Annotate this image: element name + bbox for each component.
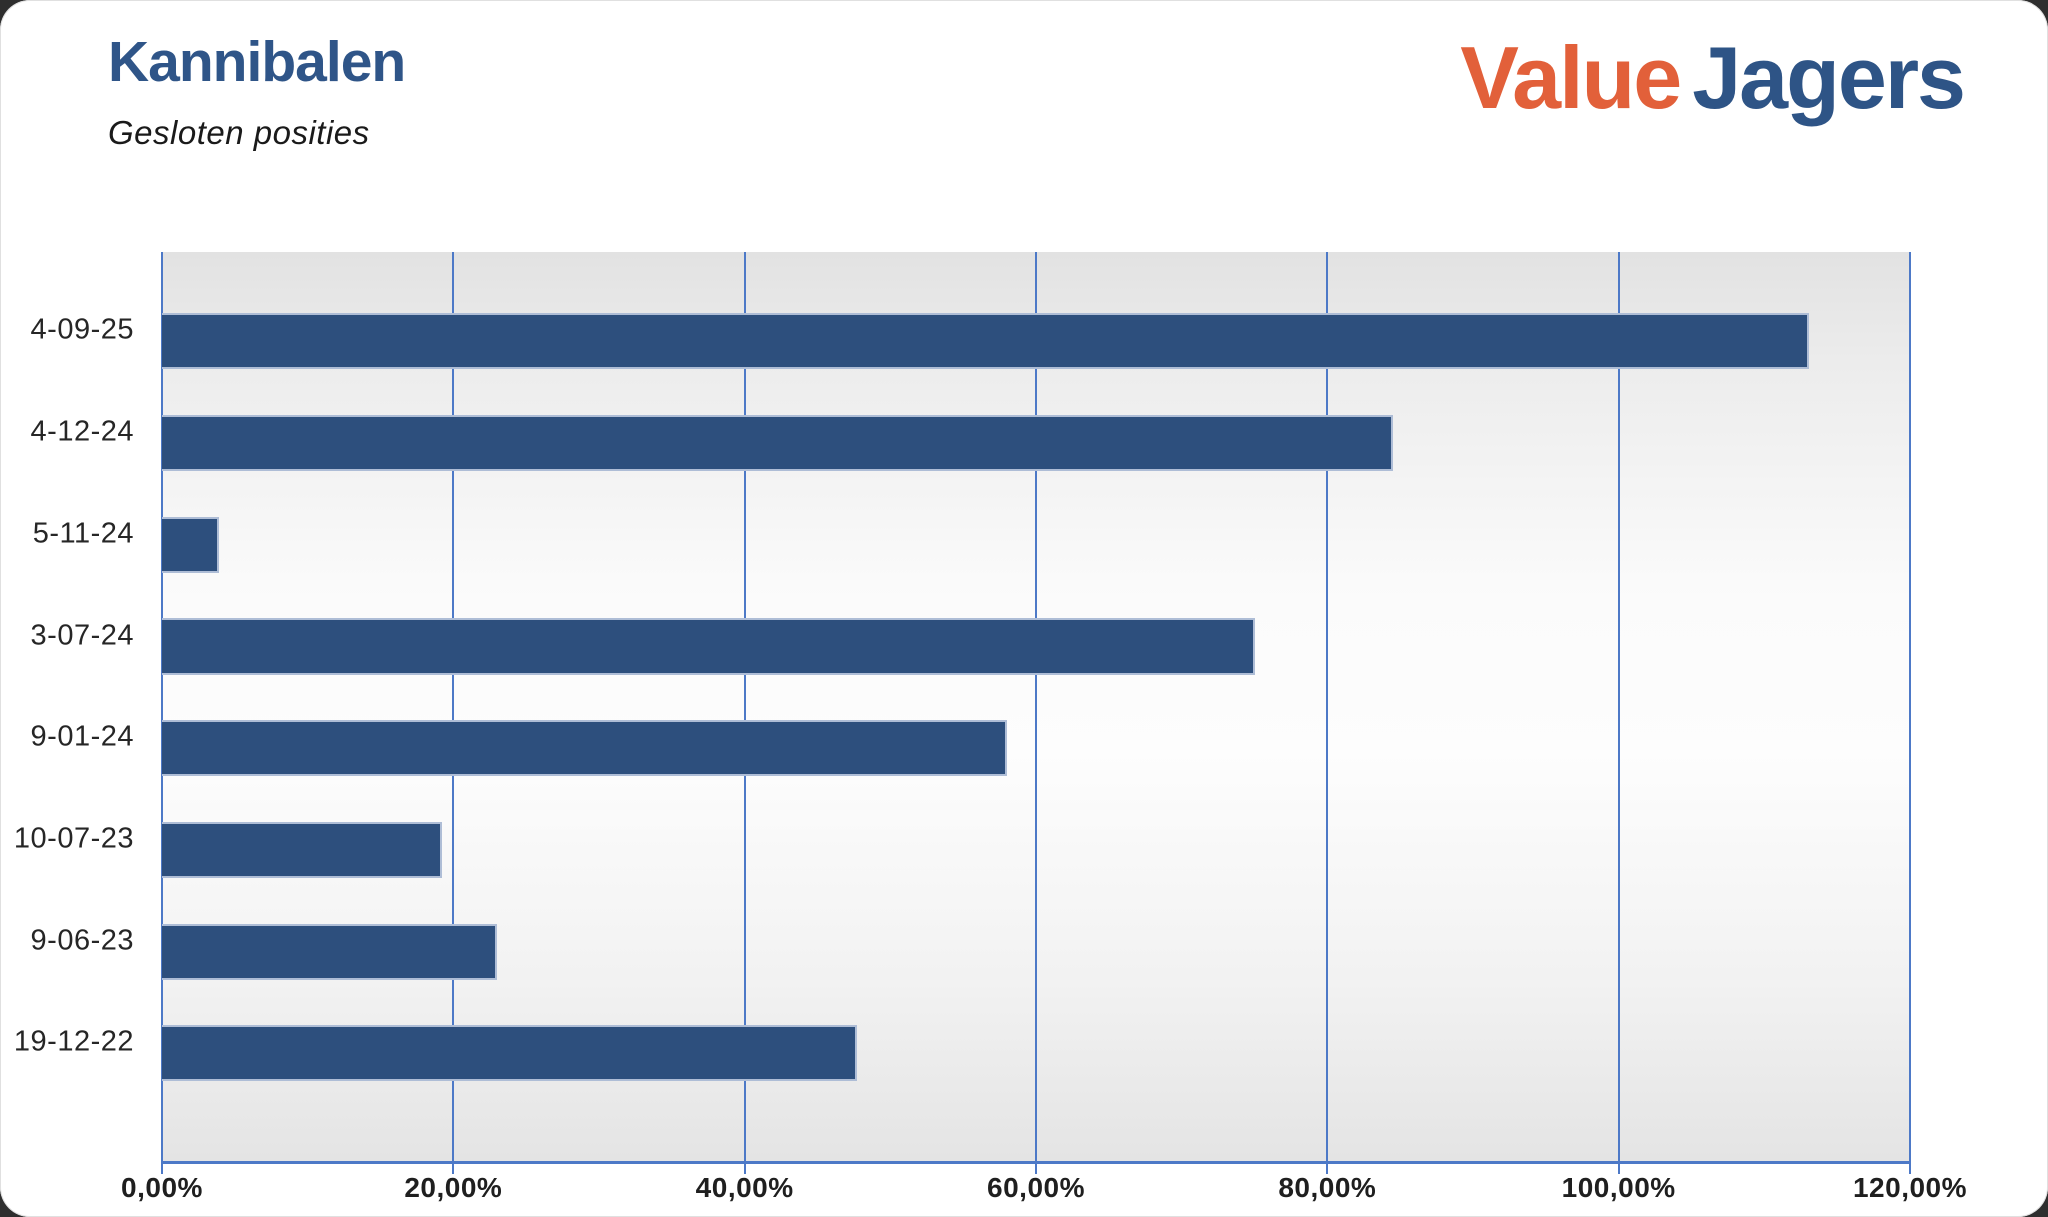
gridline-60: [1035, 252, 1037, 1162]
y-tick-label-9-01-24: 9-01-24: [30, 720, 134, 753]
bar-9-06-23: [162, 923, 498, 980]
axis-tick-20: [452, 1162, 455, 1174]
axis-tick-60: [1035, 1162, 1037, 1174]
bar-5-11-24: [162, 516, 219, 573]
bar-3-07-24: [162, 618, 1255, 675]
y-axis-labels: 4-09-25 4-12-24 5-11-24 3-07-24 9-01-24 10-07…: [0, 252, 148, 1162]
logo-part-value: Value: [1460, 28, 1682, 127]
x-tick-label-20: 20,00%: [404, 1172, 503, 1203]
gridline-100: [1617, 252, 1620, 1162]
gridline-80: [1326, 252, 1329, 1162]
bar-row: [162, 414, 1910, 472]
x-tick-label-0: 0,00%: [121, 1172, 203, 1203]
bar-row: [162, 1025, 1910, 1082]
axis-tick-100: [1617, 1162, 1620, 1174]
logo-part-jagers: Jagers: [1692, 28, 1966, 127]
gridline-120: [1909, 252, 1911, 1162]
y-tick-label-4-12-24: 4-12-24: [30, 415, 134, 448]
axis-tick-40: [743, 1162, 746, 1174]
x-tick-label-60: 60,00%: [987, 1172, 1085, 1203]
bar-row: [162, 516, 1910, 573]
bar-row: [162, 821, 1910, 878]
bar-row: [162, 618, 1910, 675]
gridline-20: [452, 252, 455, 1162]
x-tick-label-40: 40,00%: [695, 1172, 794, 1203]
bar-10-07-23: [162, 821, 442, 878]
bar-4-12-24: [162, 414, 1393, 472]
y-tick-label-5-11-24: 5-11-24: [32, 517, 134, 550]
valuejagers-logo: Value Jagers: [1460, 34, 1966, 122]
axis-tick-80: [1326, 1162, 1329, 1174]
title-block: Kannibalen Gesloten posities: [108, 30, 406, 152]
y-tick-label-3-07-24: 3-07-24: [30, 619, 134, 652]
axis-tick-120: [1909, 1162, 1911, 1174]
y-tick-label-19-12-22: 19-12-22: [13, 1025, 134, 1058]
bar-4-09-25: [162, 313, 1810, 370]
gridline-0: [161, 252, 163, 1162]
bar-row: [162, 923, 1910, 980]
bar-row: [162, 720, 1910, 777]
gridline-40: [743, 252, 746, 1162]
bar-9-01-24: [162, 720, 1007, 777]
x-tick-label-120: 120,00%: [1852, 1172, 1968, 1203]
y-tick-label-10-07-23: 10-07-23: [13, 822, 134, 855]
x-tick-label-100: 100,00%: [1561, 1172, 1676, 1203]
chart-subtitle: Gesloten posities: [108, 113, 370, 151]
x-tick-label-80: 80,00%: [1278, 1172, 1377, 1203]
plot-area: [161, 252, 1911, 1174]
bar-19-12-22: [162, 1025, 857, 1082]
x-axis-labels: 0,00% 20,00% 40,00% 60,00% 80,00% 100,00% 120,…: [121, 1172, 1966, 1212]
bar-row: [162, 313, 1910, 370]
axis-tick-0: [161, 1162, 163, 1174]
chart-title: Kannibalen: [108, 30, 406, 94]
y-tick-label-9-06-23: 9-06-23: [30, 924, 134, 957]
y-tick-label-4-09-25: 4-09-25: [30, 313, 134, 346]
